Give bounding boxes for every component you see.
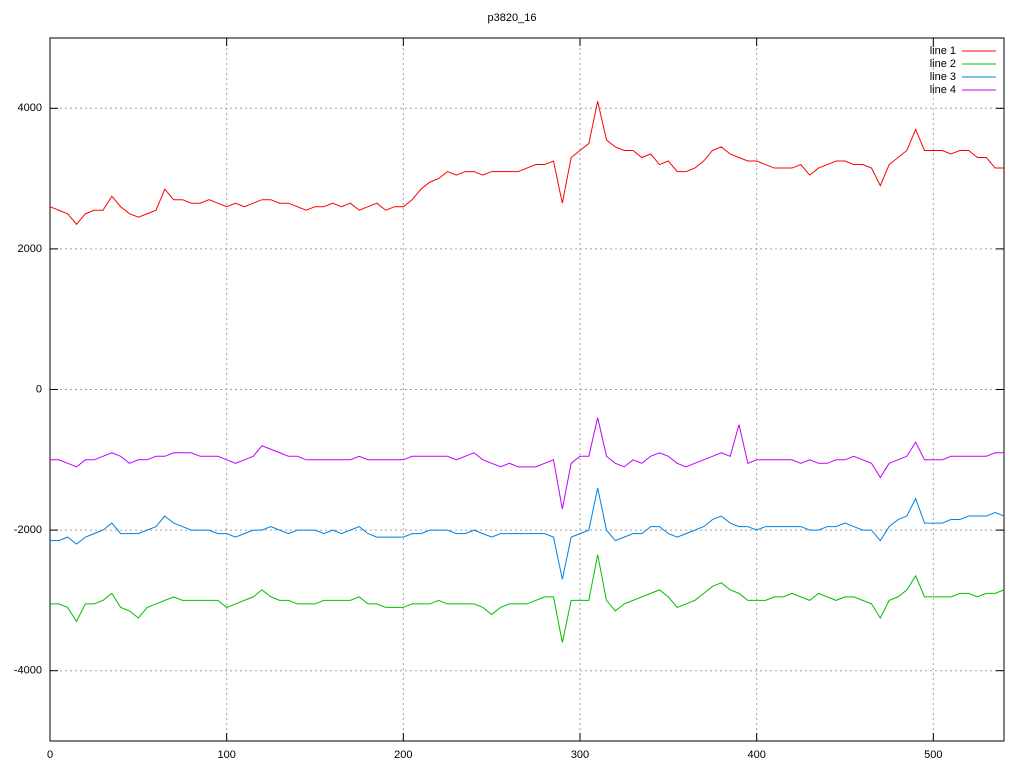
x-tick-label: 100 bbox=[217, 749, 235, 761]
x-tick-label: 200 bbox=[394, 749, 412, 761]
series-line bbox=[50, 554, 1005, 643]
y-tick-label: -2000 bbox=[14, 524, 42, 536]
plot-border bbox=[49, 37, 1005, 742]
legend-label: line 2 bbox=[930, 58, 956, 70]
y-tick-label: -4000 bbox=[14, 665, 42, 677]
y-tick-label: 2000 bbox=[18, 243, 42, 255]
legend-label: line 1 bbox=[930, 45, 956, 57]
series-line bbox=[50, 417, 1004, 510]
y-tick-label: 0 bbox=[36, 383, 42, 395]
legend-label: line 3 bbox=[930, 71, 956, 83]
x-tick-label: 500 bbox=[924, 749, 942, 761]
y-tick-label: 4000 bbox=[18, 102, 42, 114]
series-line bbox=[50, 487, 1005, 580]
chart-title: p3820_16 bbox=[488, 12, 537, 24]
legend-label: line 4 bbox=[930, 84, 956, 96]
series-line bbox=[49, 101, 1004, 226]
x-tick-label: 0 bbox=[47, 749, 53, 761]
x-tick-label: 400 bbox=[747, 749, 765, 761]
x-tick-label: 300 bbox=[571, 749, 589, 761]
